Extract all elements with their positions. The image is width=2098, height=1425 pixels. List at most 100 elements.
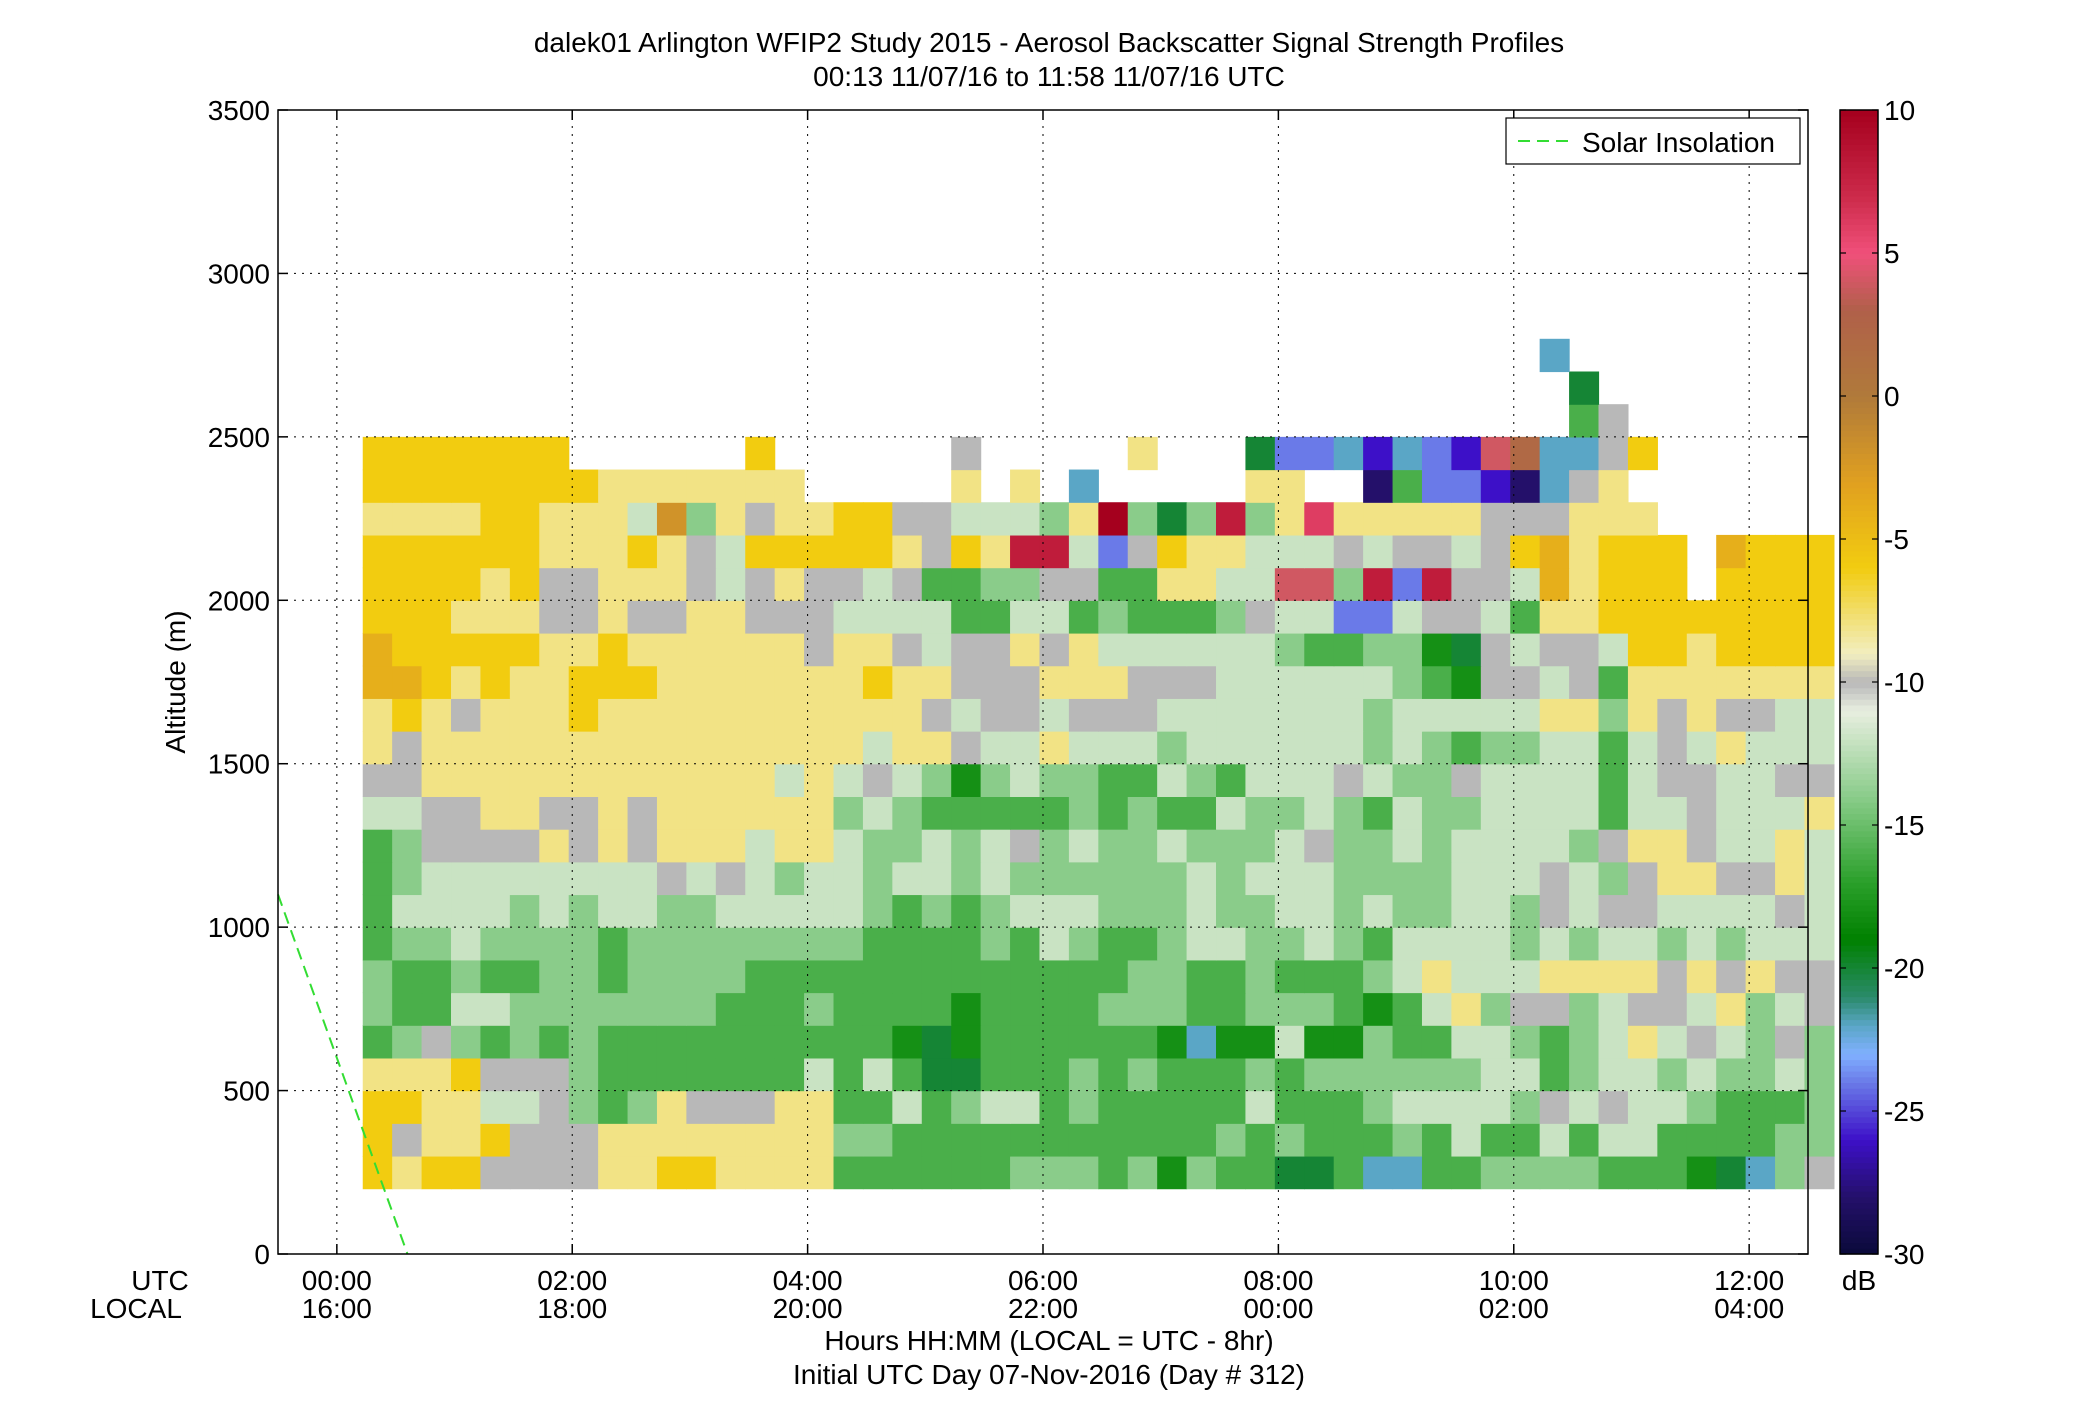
heatmap-cell <box>1157 502 1188 536</box>
heatmap-cell <box>686 534 717 569</box>
heatmap-cell <box>1510 600 1541 634</box>
heatmap-cell <box>1039 534 1070 569</box>
heatmap-cell <box>656 829 687 863</box>
x-tick-label-utc: 12:00 <box>1714 1265 1784 1296</box>
heatmap-cell <box>1216 992 1247 1026</box>
colorbar-segment <box>1840 287 1878 294</box>
heatmap-cell <box>656 1057 687 1092</box>
colorbar-segment <box>1840 556 1878 563</box>
heatmap-cell <box>1421 796 1452 830</box>
colorbar-segment <box>1840 321 1878 328</box>
heatmap-cell <box>1333 1090 1364 1124</box>
heatmap-cell <box>1216 731 1247 765</box>
colorbar-segment <box>1840 825 1878 832</box>
heatmap-cell <box>480 1090 511 1124</box>
colorbar-segment <box>1840 344 1878 351</box>
heatmap-cell <box>539 1057 570 1092</box>
heatmap-cell <box>1039 731 1070 765</box>
heatmap-cell <box>421 1090 452 1124</box>
heatmap-cell <box>1304 632 1335 667</box>
heatmap-cell <box>833 796 864 830</box>
heatmap-cell <box>1010 894 1041 928</box>
heatmap-cell <box>1245 1123 1276 1157</box>
heatmap-cell <box>1392 1090 1423 1124</box>
heatmap-cell <box>1010 1123 1041 1157</box>
heatmap-cell <box>1686 1025 1717 1059</box>
colorbar-segment <box>1840 498 1878 506</box>
colorbar-segment <box>1840 744 1878 752</box>
colorbar-segment <box>1840 727 1878 735</box>
heatmap-cell <box>392 567 423 601</box>
heatmap-cell <box>951 600 982 634</box>
heatmap-cell <box>392 763 423 797</box>
heatmap-cell <box>392 1025 423 1059</box>
heatmap-cell <box>774 1090 805 1124</box>
heatmap-cell <box>1304 1090 1335 1124</box>
heatmap-cell <box>833 992 864 1026</box>
heatmap-cell <box>1304 959 1335 994</box>
colorbar-segment <box>1840 1019 1878 1026</box>
heatmap-cell <box>1363 927 1394 961</box>
heatmap-cell <box>1274 1155 1305 1190</box>
heatmap-cell <box>480 665 511 699</box>
heatmap-cell <box>1716 763 1747 797</box>
heatmap-cell <box>1216 1155 1247 1190</box>
heatmap-cell <box>656 665 687 699</box>
heatmap-cell <box>1510 927 1541 961</box>
heatmap-cell <box>1333 959 1364 994</box>
colorbar-segment <box>1840 235 1878 243</box>
heatmap-cell <box>1686 632 1717 667</box>
heatmap-cell <box>1804 959 1835 994</box>
utc-row-label: UTC <box>131 1265 189 1296</box>
heatmap-cell <box>1186 632 1217 667</box>
heatmap-cell <box>1804 829 1835 863</box>
heatmap-cell <box>1363 894 1394 928</box>
colorbar-segment <box>1840 350 1878 357</box>
heatmap-cell <box>1627 502 1658 536</box>
heatmap-cell <box>1421 469 1452 503</box>
heatmap-cell <box>921 927 952 961</box>
heatmap-cell <box>686 665 717 699</box>
heatmap-cell <box>774 632 805 667</box>
heatmap-cell <box>715 1090 746 1124</box>
heatmap-cell <box>509 665 540 699</box>
colorbar-segment <box>1840 458 1878 466</box>
heatmap-cell <box>833 927 864 961</box>
heatmap-cell <box>833 698 864 732</box>
heatmap-cell <box>862 567 893 601</box>
heatmap-cell <box>568 1155 599 1190</box>
heatmap-cell <box>1186 992 1217 1026</box>
heatmap-cell <box>1010 829 1041 863</box>
heatmap-cell <box>1421 632 1452 667</box>
heatmap-cell <box>745 436 776 471</box>
heatmap-cell <box>1333 894 1364 928</box>
heatmap-cell <box>1127 665 1158 699</box>
heatmap-cell <box>480 698 511 732</box>
heatmap-cell <box>1510 1090 1541 1124</box>
heatmap-cell <box>1068 502 1099 536</box>
heatmap-cell <box>1480 731 1511 765</box>
colorbar-segment <box>1840 985 1878 992</box>
heatmap-cell <box>421 861 452 896</box>
heatmap-cell <box>1010 469 1041 503</box>
heatmap-cell <box>568 829 599 863</box>
heatmap-cell <box>1039 992 1070 1026</box>
heatmap-cell <box>568 567 599 601</box>
heatmap-cell <box>1127 731 1158 765</box>
colorbar-segment <box>1840 1059 1878 1066</box>
colorbar-segment <box>1840 704 1878 712</box>
heatmap-cell <box>833 1155 864 1190</box>
heatmap-cell <box>1392 1025 1423 1059</box>
heatmap-cell <box>1098 502 1129 536</box>
colorbar-segment <box>1840 1013 1878 1021</box>
heatmap-cell <box>451 927 482 961</box>
heatmap-cell <box>951 436 982 471</box>
heatmap-cell <box>1598 404 1629 438</box>
heatmap-cell <box>1716 1155 1747 1190</box>
heatmap-cell <box>1627 665 1658 699</box>
heatmap-cell <box>1392 469 1423 503</box>
heatmap-cell <box>1157 698 1188 732</box>
heatmap-cell <box>804 632 835 667</box>
heatmap-cell <box>1480 1155 1511 1190</box>
heatmap-cell <box>568 763 599 797</box>
